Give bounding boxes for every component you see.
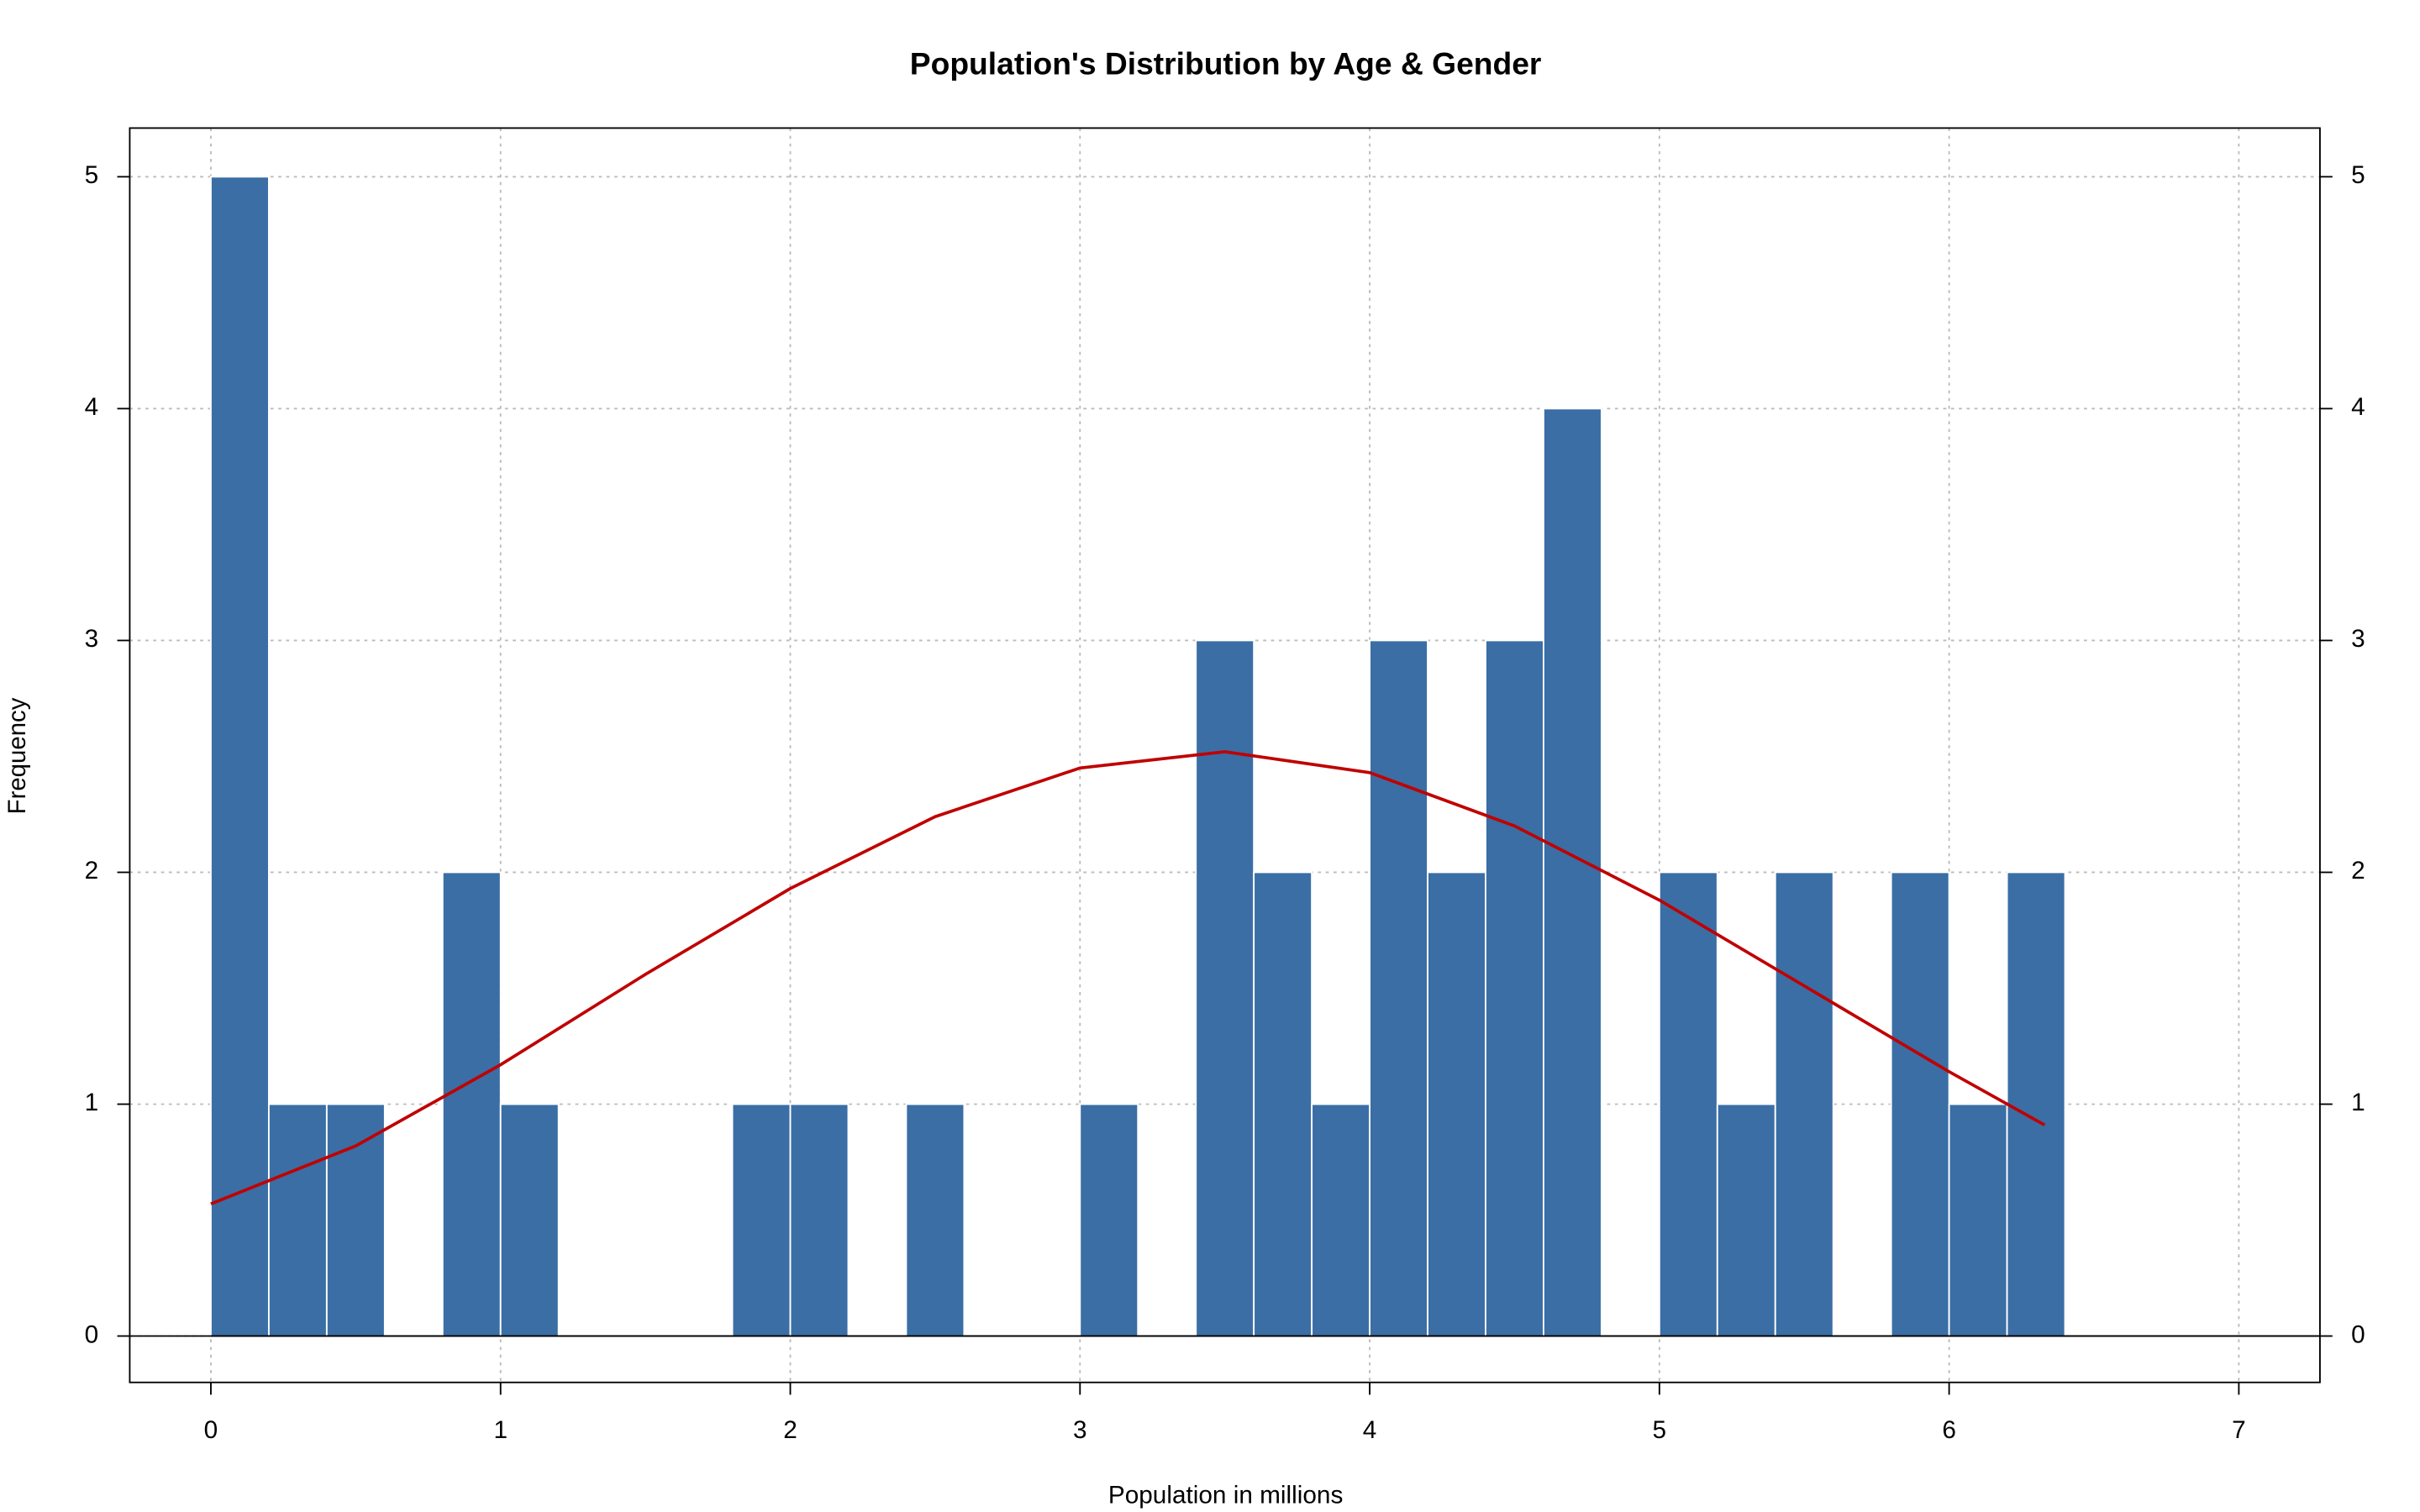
y-tick-label: 4 [85, 393, 99, 421]
y-tick-label: 5 [85, 161, 99, 189]
bar [1427, 871, 1486, 1337]
bar [2006, 871, 2066, 1337]
bar [1485, 639, 1544, 1337]
bar [1948, 1103, 2008, 1337]
bar [1195, 639, 1255, 1337]
bar [789, 1103, 850, 1337]
x-tick-label: 2 [783, 1416, 797, 1444]
y-tick-label: 1 [2351, 1089, 2365, 1116]
plot-frame [129, 127, 2321, 1383]
x-tick-label: 0 [204, 1416, 218, 1444]
x-tick-label: 4 [1363, 1416, 1377, 1444]
bar [499, 1103, 560, 1337]
x-tick-label: 7 [2232, 1416, 2246, 1444]
y-axis-label: Frequency [3, 697, 31, 814]
x-axis-label: Population in millions [1108, 1482, 1343, 1509]
x-tick-label: 6 [1942, 1416, 1956, 1444]
bar [905, 1103, 965, 1337]
bar [1890, 871, 1950, 1337]
y-tick-label: 2 [85, 857, 99, 885]
y-tick-label: 3 [85, 625, 99, 653]
bar [1658, 871, 1718, 1337]
bar [325, 1103, 386, 1337]
y-tick-label: 5 [2351, 161, 2365, 189]
bar [1542, 407, 1602, 1337]
bar [267, 1103, 328, 1337]
bar [731, 1103, 792, 1337]
x-tick-label: 1 [493, 1416, 508, 1444]
density-curve [210, 750, 2046, 1205]
y-tick-label: 2 [2351, 857, 2365, 885]
bar [1311, 1103, 1370, 1337]
bar [1774, 871, 1834, 1337]
chart-title: Population's Distribution by Age & Gende… [910, 47, 1542, 81]
x-tick-label: 5 [1653, 1416, 1667, 1444]
bar [1253, 871, 1313, 1337]
bar [441, 871, 502, 1337]
bar [1079, 1103, 1139, 1337]
bar [210, 176, 270, 1337]
bar [1716, 1103, 1776, 1337]
y-tick-label: 1 [85, 1089, 99, 1116]
bar [1369, 639, 1428, 1337]
y-tick-label: 3 [2351, 625, 2365, 653]
x-tick-label: 3 [1073, 1416, 1087, 1444]
y-tick-label: 4 [2351, 393, 2365, 421]
y-tick-label: 0 [2351, 1320, 2365, 1348]
y-tick-label: 0 [85, 1320, 99, 1348]
